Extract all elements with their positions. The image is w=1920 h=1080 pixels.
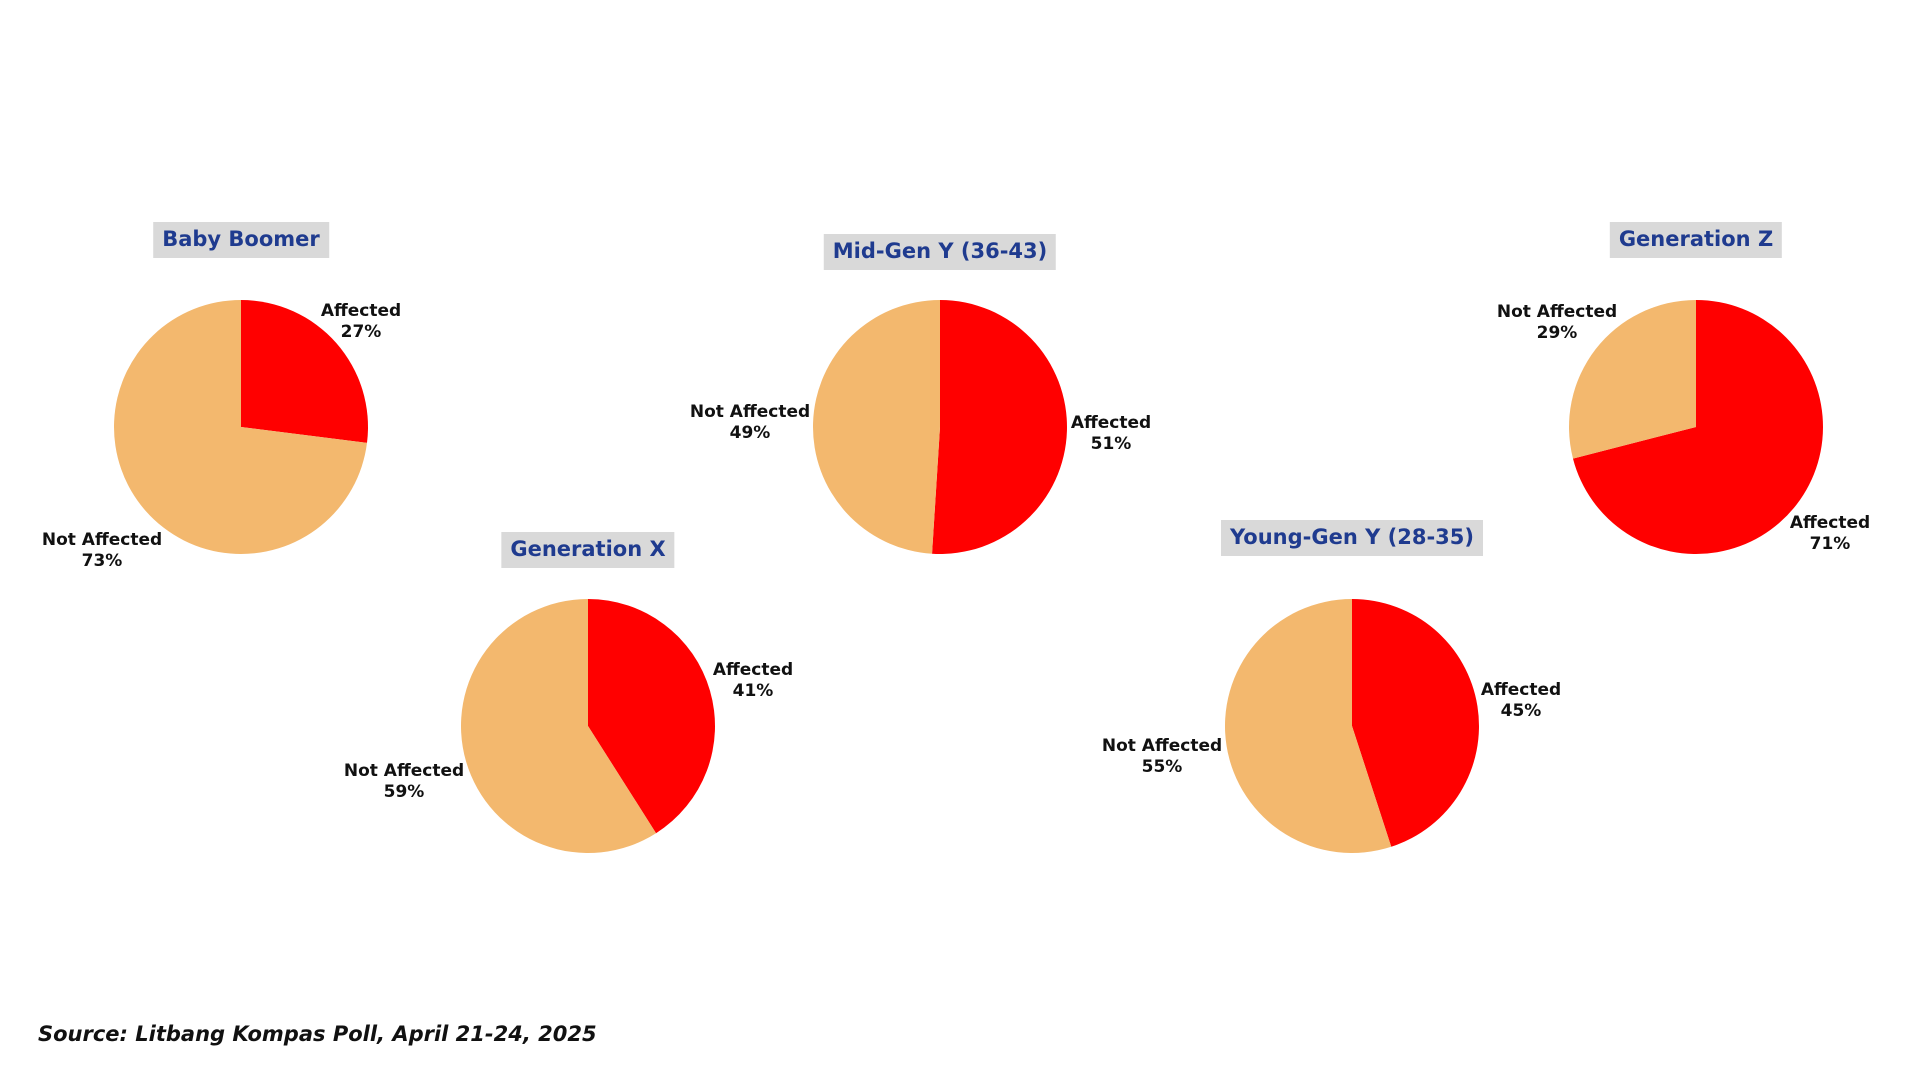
pie-title: Baby Boomer xyxy=(153,222,329,259)
pie-svg xyxy=(812,300,1067,554)
pie-slice-affected xyxy=(1572,300,1824,554)
slice-label-value: 73% xyxy=(81,551,123,571)
source-note: Source: Litbang Kompas Poll, April 21-24… xyxy=(38,1022,597,1046)
slice-label-name: Not Affected xyxy=(1496,302,1618,322)
slice-label-value: 49% xyxy=(729,423,771,443)
pie-svg xyxy=(461,599,716,853)
slice-label-value: 41% xyxy=(732,681,774,701)
pie-title: Generation Z xyxy=(1609,222,1783,259)
pie-title: Mid-Gen Y (36-43) xyxy=(823,234,1057,271)
pie-slice-not-affected xyxy=(461,599,657,853)
slice-label-name: Not Affected xyxy=(689,402,811,422)
slice-label-value: 45% xyxy=(1500,701,1542,721)
pie-svg xyxy=(114,300,369,554)
pie-title: Generation X xyxy=(501,532,675,569)
slice-label-affected: Affected 51% xyxy=(1071,413,1151,455)
slice-label-name: Affected xyxy=(1789,513,1871,533)
pie-slice-not-affected xyxy=(114,300,367,554)
slice-label-not-affected: Not Affected 73% xyxy=(42,530,162,572)
slice-label-value: 51% xyxy=(1090,434,1132,454)
pie-slice-affected xyxy=(1352,599,1479,847)
slice-label-value: 55% xyxy=(1141,757,1183,777)
pie-title: Young-Gen Y (28-35) xyxy=(1221,520,1483,557)
slice-label-value: 29% xyxy=(1536,323,1578,343)
slice-label-affected: Affected 71% xyxy=(1790,513,1870,555)
slice-label-name: Not Affected xyxy=(41,530,163,550)
pie-slice-affected xyxy=(932,300,1067,554)
slice-label-not-affected: Not Affected 59% xyxy=(344,761,464,803)
pie-svg xyxy=(1569,300,1824,554)
slice-label-value: 71% xyxy=(1809,534,1851,554)
slice-label-not-affected: Not Affected 55% xyxy=(1102,736,1222,778)
slice-label-name: Not Affected xyxy=(1101,736,1223,756)
slice-label-affected: Affected 41% xyxy=(713,660,793,702)
slice-label-name: Affected xyxy=(320,301,402,321)
slice-label-name: Affected xyxy=(1070,413,1152,433)
pie-svg xyxy=(1224,599,1479,853)
pie-slice-not-affected xyxy=(1569,300,1696,459)
pie-slice-affected xyxy=(241,300,369,443)
slice-label-value: 27% xyxy=(340,322,382,342)
slice-label-not-affected: Not Affected 29% xyxy=(1497,302,1617,344)
slice-label-affected: Affected 45% xyxy=(1481,680,1561,722)
pie-slice-not-affected xyxy=(812,300,940,554)
slice-label-not-affected: Not Affected 49% xyxy=(690,402,810,444)
slice-label-value: 59% xyxy=(383,782,425,802)
pie-slice-not-affected xyxy=(1224,599,1392,853)
slice-label-name: Not Affected xyxy=(343,761,465,781)
slice-label-name: Affected xyxy=(712,660,794,680)
slice-label-name: Affected xyxy=(1480,680,1562,700)
slice-label-affected: Affected 27% xyxy=(321,301,401,343)
pie-slice-affected xyxy=(588,599,716,834)
